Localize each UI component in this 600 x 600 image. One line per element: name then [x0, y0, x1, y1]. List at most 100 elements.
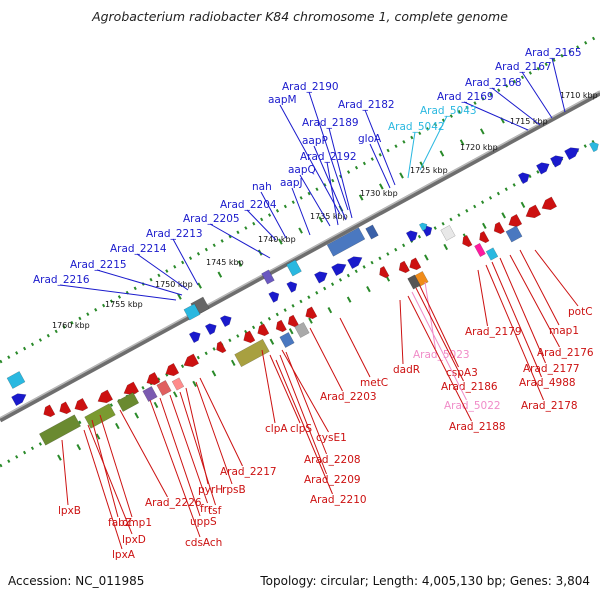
label-leader-line — [411, 291, 467, 401]
ruler-tick-bottom — [443, 243, 449, 251]
bottom-gene-label: Arad_4988 — [519, 377, 576, 389]
label-leader-line — [521, 71, 553, 119]
ruler-tick-top — [278, 238, 283, 245]
scale-label: 1750 kbp — [155, 280, 193, 289]
reverse-gene-arrow — [216, 340, 227, 354]
ruler-tick-top — [419, 161, 425, 168]
domain-box — [294, 321, 310, 339]
forward-gene-arrow — [331, 263, 347, 277]
rna-box — [183, 303, 201, 321]
ruler-tick-top — [379, 183, 384, 190]
label-leader-line — [326, 161, 339, 226]
reverse-gene-arrow — [74, 397, 89, 412]
bottom-gene-label: Arad_2186 — [441, 381, 498, 393]
top-gene-label: Arad_2169 — [437, 91, 494, 103]
label-leader-line — [485, 264, 544, 401]
label-leader-line — [91, 419, 119, 518]
ruler-tick-top — [217, 271, 223, 278]
reverse-gene-arrow — [305, 306, 318, 320]
backbone-highlight — [0, 90, 600, 419]
scale-label: 1745 kbp — [206, 258, 244, 267]
reverse-gene-arrow — [275, 319, 287, 333]
scale-label: 1710 kbp — [560, 91, 598, 100]
label-leader-line — [149, 399, 201, 538]
label-leader-line — [99, 414, 133, 518]
bottom-gene-label: Arad_2179 — [465, 326, 522, 338]
label-leader-line — [308, 91, 349, 211]
label-leader-line — [364, 109, 396, 186]
ruler-tick-bottom — [57, 454, 62, 461]
label-leader-line — [59, 284, 177, 301]
domain-box — [365, 224, 379, 240]
top-gene-label: Arad_2204 — [220, 199, 277, 211]
bottom-gene-label: uppS — [190, 516, 217, 528]
label-leader-line — [119, 409, 168, 498]
label-leader-line — [281, 349, 329, 433]
features-layer — [6, 141, 599, 446]
bottom-gene-label: metC — [360, 377, 388, 389]
bottom-gene-label: cysE1 — [316, 432, 347, 444]
reverse-gene-arrow — [379, 265, 390, 279]
domain-box — [116, 392, 140, 412]
ruler-tick-bottom — [115, 422, 120, 430]
label-leader-line — [415, 287, 464, 382]
reverse-gene-arrow — [493, 221, 505, 235]
domain-box — [171, 377, 185, 391]
ruler-tick-bottom — [173, 391, 178, 398]
bottom-gene-label: lpxA — [112, 549, 136, 561]
scale-label: 1755 kbp — [105, 300, 143, 309]
rna-gene-arrow — [418, 222, 428, 232]
ruler-tick-top — [237, 260, 243, 267]
ruler-tick-top — [298, 227, 303, 234]
reverse-gene-arrow — [43, 404, 56, 418]
bottom-gene-label: Arad_2188 — [449, 421, 506, 433]
domain-box — [505, 225, 523, 243]
ruler-tick-bottom — [346, 296, 352, 303]
domain-box — [407, 274, 421, 290]
bottom-gene-label: fabZ — [108, 517, 132, 529]
ruler-tick-top — [439, 150, 445, 157]
topology-text: Topology: circular; Length: 4,005,130 bp… — [260, 574, 590, 588]
bottom-gene-label: Arad_2226 — [145, 497, 202, 509]
ruler-tick-top — [358, 194, 364, 201]
label-leader-line — [209, 223, 271, 259]
label-leader-line — [299, 174, 331, 227]
label-leader-line — [477, 269, 488, 327]
label-leader-line — [309, 327, 343, 392]
label-leader-line — [87, 424, 133, 535]
label-leader-line — [260, 191, 287, 239]
reverse-gene-arrow — [59, 401, 72, 415]
ruler-tick-bottom — [424, 254, 429, 261]
bottom-gene-label: Arad_2208 — [304, 454, 361, 466]
top-gene-label: aapM — [268, 94, 297, 106]
ruler-tick-top — [479, 128, 485, 135]
reverse-gene-arrow — [165, 362, 180, 377]
reverse-gene-arrow — [243, 330, 256, 344]
label-leader-line — [499, 257, 546, 364]
reverse-gene-arrow — [97, 389, 114, 404]
forward-gene-arrow — [11, 393, 27, 407]
scale-label: 1715 kbp — [510, 117, 548, 126]
ruler-tick-bottom — [192, 380, 197, 388]
ruler-tick-bottom — [153, 401, 159, 409]
top-gene-label: Arad_2216 — [33, 274, 90, 286]
reverse-gene-arrow — [479, 230, 490, 244]
top-gene-label: Arad_2182 — [338, 99, 395, 111]
top-gene-label: Arad_2214 — [110, 243, 167, 255]
ruler-tick-bottom — [482, 222, 487, 230]
accession-text: Accession: NC_011985 — [8, 574, 145, 588]
top-gene-label: aapP — [302, 135, 328, 147]
label-leader-line — [83, 429, 123, 550]
ruler-tick-bottom — [366, 285, 371, 293]
label-leader-line — [159, 397, 201, 517]
label-leader-line — [313, 145, 347, 221]
reverse-gene-arrow — [183, 353, 200, 368]
bottom-gene-label: Arad_2177 — [523, 363, 580, 375]
ruler-tick-top — [197, 282, 202, 289]
label-leader-line — [279, 354, 327, 475]
forward-gene-arrow — [517, 172, 530, 185]
reverse-gene-arrow — [409, 257, 422, 271]
ruler-tick-bottom — [76, 443, 82, 451]
bottom-gene-label: frr — [200, 503, 213, 515]
